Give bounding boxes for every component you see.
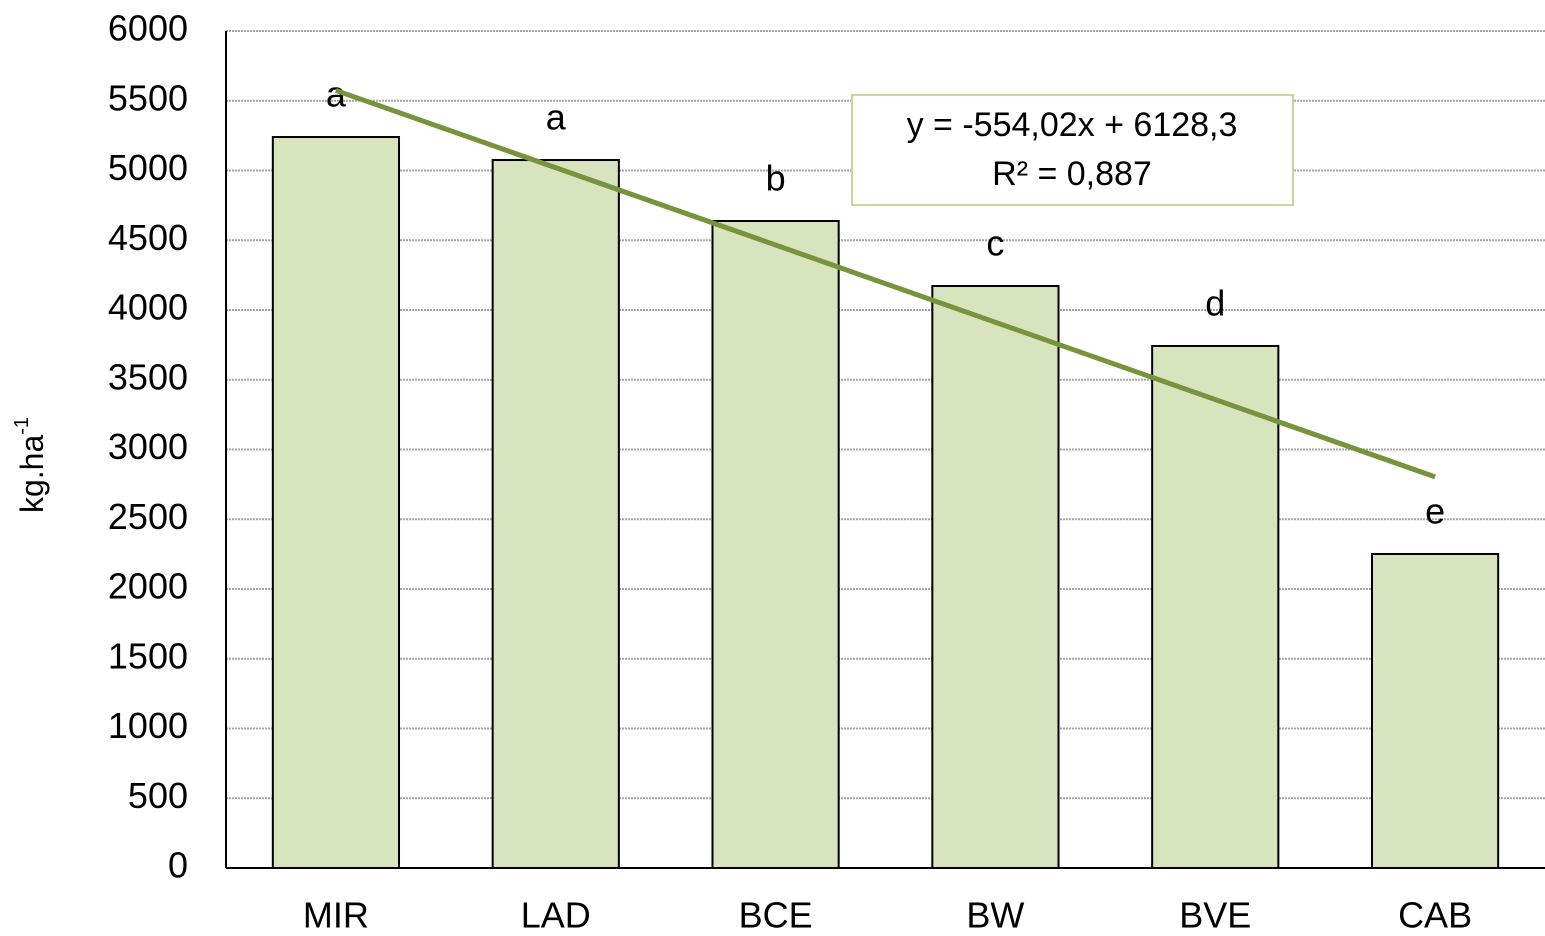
y-tick-label: 0 [168,845,188,886]
y-tick-label: 5500 [108,77,188,118]
r-squared: R² = 0,887 [992,155,1152,193]
y-tick-label: 3000 [108,426,188,467]
x-tick-label: BVE [1179,895,1251,936]
x-tick-label: BW [966,895,1024,936]
equation: y = -554,02x + 6128,3 [907,106,1238,144]
y-tick-label: 500 [128,775,188,816]
y-tick-label: 2500 [108,496,188,537]
equation-box [851,94,1294,206]
bar [271,136,401,869]
annotation: b [766,158,786,199]
y-tick-label: 1500 [108,635,188,676]
y-tick-label: 3500 [108,356,188,397]
bar [711,219,840,869]
y-tick-label: 4500 [108,217,188,258]
y-tick-label: 2000 [108,566,188,607]
annotation: a [546,97,567,138]
y-tick-label: 1000 [108,705,188,746]
x-tick-label: MIR [303,895,369,936]
y-tick-label: 5000 [108,147,188,188]
annotation: c [986,223,1004,264]
bar [1370,552,1500,869]
y-axis-label-sup: -1 [11,417,33,435]
y-axis-label-text: kg.ha [14,435,50,513]
annotation: a [326,74,347,115]
y-axis-label: kg.ha-1 [11,417,50,513]
x-tick-label: CAB [1398,895,1472,936]
x-tick-label: BCE [739,895,813,936]
x-tick-label: LAD [521,895,591,936]
y-tick-label: 6000 [108,8,188,49]
trendline [335,88,1436,480]
bar [491,159,620,870]
annotation: e [1425,491,1445,532]
bar [931,285,1060,870]
y-tick-label: 4000 [108,287,188,328]
bar [1151,344,1280,869]
annotation: d [1205,283,1225,324]
